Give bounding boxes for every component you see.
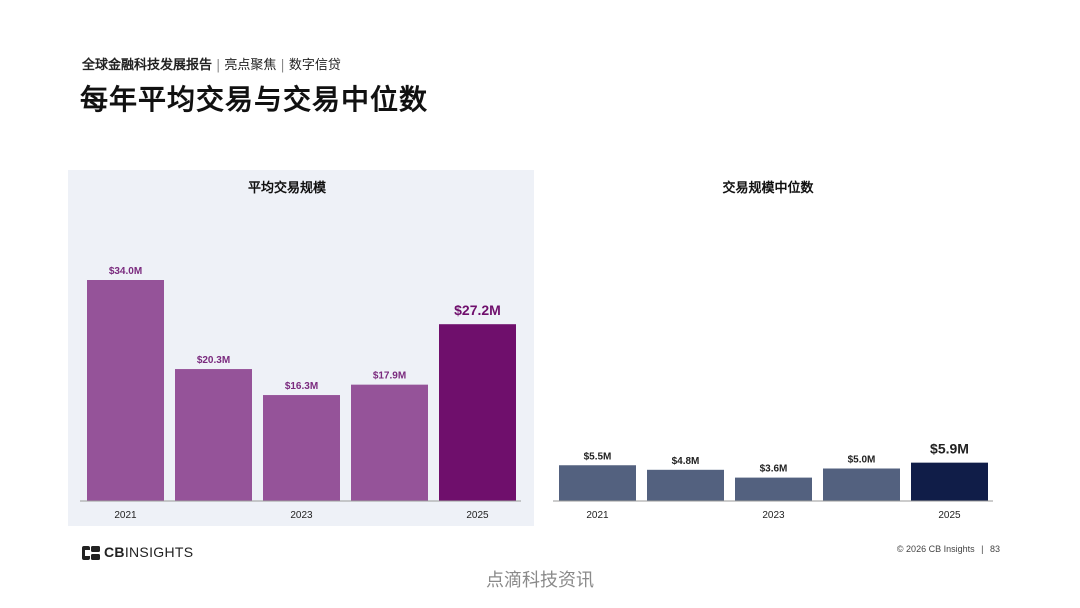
copyright-footer: © 2026 CB Insights | 83 <box>897 544 1000 554</box>
x-tick-label-2023: 2023 <box>762 510 785 521</box>
bar-2023 <box>263 395 340 501</box>
data-label-2021: $5.5M <box>584 451 612 462</box>
cb-insights-logo: CBINSIGHTS <box>82 544 193 560</box>
data-label-2025: $5.9M <box>930 441 969 457</box>
bar-2024 <box>823 468 900 501</box>
bar-2024 <box>351 384 428 501</box>
data-label-2021: $34.0M <box>109 266 142 277</box>
report-subtitle: 全球金融科技发展报告 | 亮点聚焦 | 数字信贷 <box>82 54 341 73</box>
data-label-2022: $4.8M <box>672 456 700 467</box>
report-section: 亮点聚焦 <box>224 58 277 73</box>
bar-2023 <box>735 477 812 501</box>
x-tick-label-2021: 2021 <box>586 510 609 521</box>
page-title: 每年平均交易与交易中位数 <box>80 83 429 116</box>
bar-2025 <box>439 324 516 501</box>
x-tick-label-2025: 2025 <box>466 510 489 521</box>
subtitle-separator: | <box>216 58 221 73</box>
data-label-2025: $27.2M <box>454 302 501 318</box>
chart-average-deal-size: $34.0M 2021 $20.3M $16.3M 2023 $17.9M $27.2M 20… <box>80 266 521 521</box>
bar-2022 <box>175 369 252 501</box>
subtitle-separator: | <box>280 58 285 73</box>
data-label-2023: $16.3M <box>285 381 318 392</box>
x-tick-label-2021: 2021 <box>114 510 137 521</box>
report-name: 全球金融科技发展报告 <box>82 58 213 73</box>
chart-2-title: 交易规模中位数 <box>722 181 814 196</box>
x-tick-label-2023: 2023 <box>290 510 313 521</box>
data-label-2023: $3.6M <box>760 464 788 475</box>
report-topic: 数字信贷 <box>288 58 341 73</box>
chart-1-title: 平均交易规模 <box>247 181 326 196</box>
data-label-2024: $17.9M <box>373 371 406 382</box>
cb-logo-icon <box>82 545 100 560</box>
bar-2025 <box>911 462 988 501</box>
data-label-2024: $5.0M <box>848 455 876 466</box>
data-label-2022: $20.3M <box>197 355 230 366</box>
bar-2021 <box>559 465 636 501</box>
chart-median-deal-size: $5.5M 2021 $4.8M $3.6M 2023 $5.0M $5.9M 2025 <box>553 441 993 521</box>
x-tick-label-2025: 2025 <box>938 510 961 521</box>
page-number: 83 <box>989 544 1000 554</box>
copyright-text: © 2026 CB Insights <box>896 544 975 554</box>
page-separator: | <box>981 544 984 554</box>
watermark-text: 点滴科技资讯 <box>486 570 594 591</box>
bar-2021 <box>87 280 164 501</box>
logo-text-cb: CB <box>104 544 125 560</box>
bar-2022 <box>647 469 724 501</box>
logo-text-insights: INSIGHTS <box>124 544 194 560</box>
